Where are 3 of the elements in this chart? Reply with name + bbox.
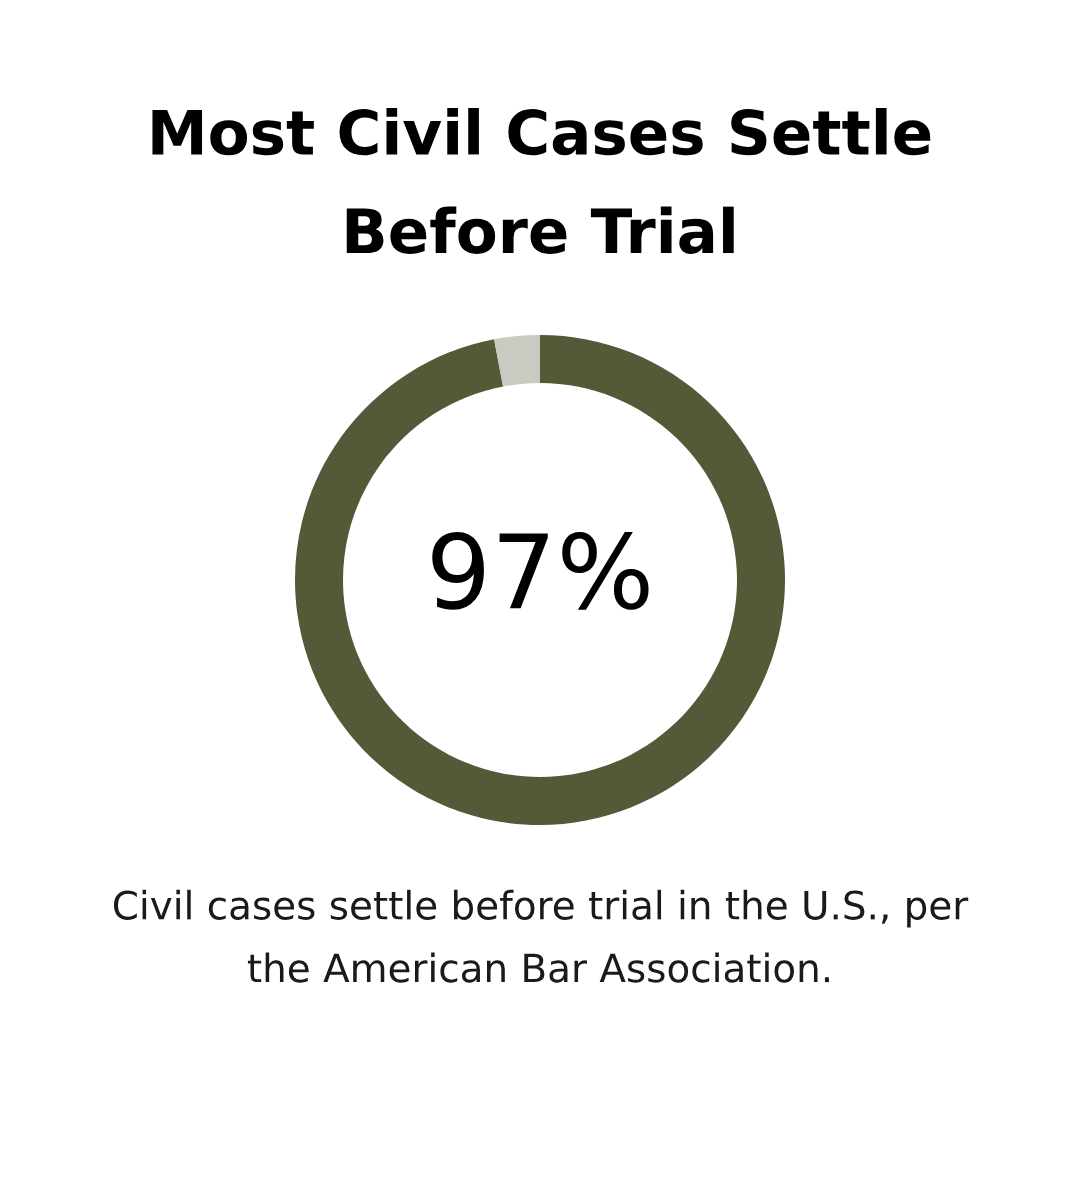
text: Civil cases settle before trial in the U.S., per the American Bar Association. (113, 889, 969, 983)
chart-title: Most Civil Cases Settle Before Trial (152, 108, 931, 254)
text: 97% (432, 532, 649, 610)
